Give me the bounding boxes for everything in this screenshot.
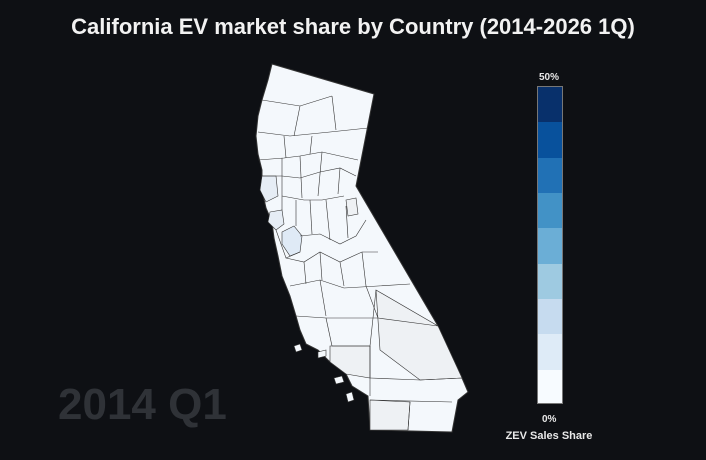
colorbar [537,86,563,404]
county-san-diego [369,399,411,431]
county-san-francisco [267,209,285,231]
colorbar-max-label: 50% [539,72,560,83]
colorbar-segment [538,263,562,299]
channel-island [317,349,327,359]
chart-title: California EV market share by Country (2… [71,14,635,39]
channel-island [345,391,355,403]
colorbar-segment [538,228,562,264]
county-los-angeles [329,345,371,379]
county-borders [257,95,463,431]
channel-island [293,343,303,353]
colorbar-min-label: 0% [542,414,557,425]
colorbar-segment [538,192,562,229]
county-alpine [345,197,359,217]
colorbar-title: ZEV Sales Share [505,430,593,442]
colorbar-segment [538,87,562,123]
channel-island [333,375,345,385]
period-label: 2014 Q1 [58,380,227,429]
colorbar-segment [538,369,562,403]
colorbar-segment [538,157,562,193]
colorbar-segment [538,298,562,335]
colorbar-segment [538,122,562,158]
colorbar-segment [538,334,562,370]
